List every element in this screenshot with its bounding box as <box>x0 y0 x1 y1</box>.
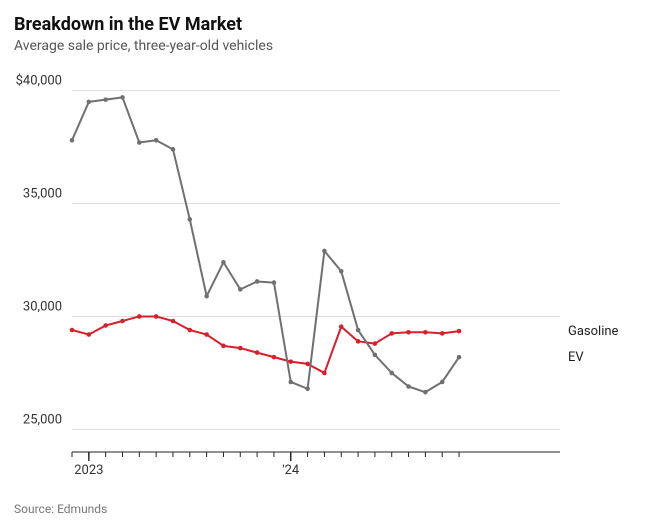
x-tick-label: '24 <box>282 463 300 478</box>
series-marker-gasoline <box>339 324 344 329</box>
series-marker-ev <box>204 294 209 299</box>
series-marker-ev <box>356 328 361 333</box>
series-marker-gasoline <box>305 362 310 367</box>
series-marker-ev <box>255 279 260 284</box>
series-marker-gasoline <box>103 323 108 328</box>
series-marker-gasoline <box>356 339 361 344</box>
series-marker-gasoline <box>187 328 192 333</box>
series-line-gasoline <box>72 316 459 372</box>
series-marker-gasoline <box>389 331 394 336</box>
series-marker-ev <box>187 217 192 222</box>
series-marker-gasoline <box>171 319 176 324</box>
series-marker-gasoline <box>272 355 277 360</box>
series-label-gasoline: Gasoline <box>568 324 619 339</box>
series-marker-gasoline <box>322 371 327 376</box>
y-tick-label: 35,000 <box>23 187 62 202</box>
series-marker-gasoline <box>238 346 243 351</box>
series-marker-gasoline <box>373 341 378 346</box>
series-label-ev: EV <box>568 350 584 365</box>
series-marker-ev <box>221 260 226 265</box>
series-marker-ev <box>305 386 310 391</box>
y-tick-label: $40,000 <box>16 74 62 89</box>
series-marker-gasoline <box>154 314 159 319</box>
series-marker-gasoline <box>457 329 462 334</box>
series-marker-gasoline <box>406 330 411 335</box>
source-label: Source: Edmunds <box>14 502 107 516</box>
x-tick-label: 2023 <box>74 463 103 478</box>
series-marker-gasoline <box>87 332 92 337</box>
series-marker-ev <box>238 287 243 292</box>
y-tick-label: 25,000 <box>23 412 62 427</box>
chart-title: Breakdown in the EV Market <box>14 14 638 36</box>
series-marker-gasoline <box>288 359 293 364</box>
series-marker-gasoline <box>440 331 445 336</box>
series-marker-gasoline <box>221 344 226 349</box>
y-tick-label: 30,000 <box>23 299 62 314</box>
series-marker-gasoline <box>204 332 209 337</box>
series-marker-gasoline <box>423 330 428 335</box>
series-marker-ev <box>120 95 125 100</box>
series-marker-ev <box>440 380 445 385</box>
series-marker-ev <box>457 355 462 360</box>
series-marker-ev <box>154 138 159 143</box>
series-marker-gasoline <box>255 350 260 355</box>
series-marker-ev <box>137 140 142 145</box>
series-marker-gasoline <box>70 328 75 333</box>
series-marker-ev <box>423 390 428 395</box>
series-marker-ev <box>322 249 327 254</box>
series-marker-gasoline <box>120 319 125 324</box>
series-marker-ev <box>389 371 394 376</box>
series-marker-ev <box>70 138 75 143</box>
chart-subtitle: Average sale price, three-year-old vehic… <box>14 38 638 54</box>
series-marker-gasoline <box>137 314 142 319</box>
series-marker-ev <box>406 384 411 389</box>
line-chart: 25,000 30,000 35,000 $40,000 2023 '24 Gasoline… <box>14 60 638 488</box>
series-marker-ev <box>288 380 293 385</box>
series-marker-ev <box>87 100 92 105</box>
series-marker-ev <box>272 280 277 285</box>
series-marker-ev <box>339 269 344 274</box>
series-line-ev <box>72 97 459 392</box>
series-marker-ev <box>103 97 108 102</box>
series-marker-ev <box>171 147 176 152</box>
series-marker-ev <box>373 353 378 358</box>
